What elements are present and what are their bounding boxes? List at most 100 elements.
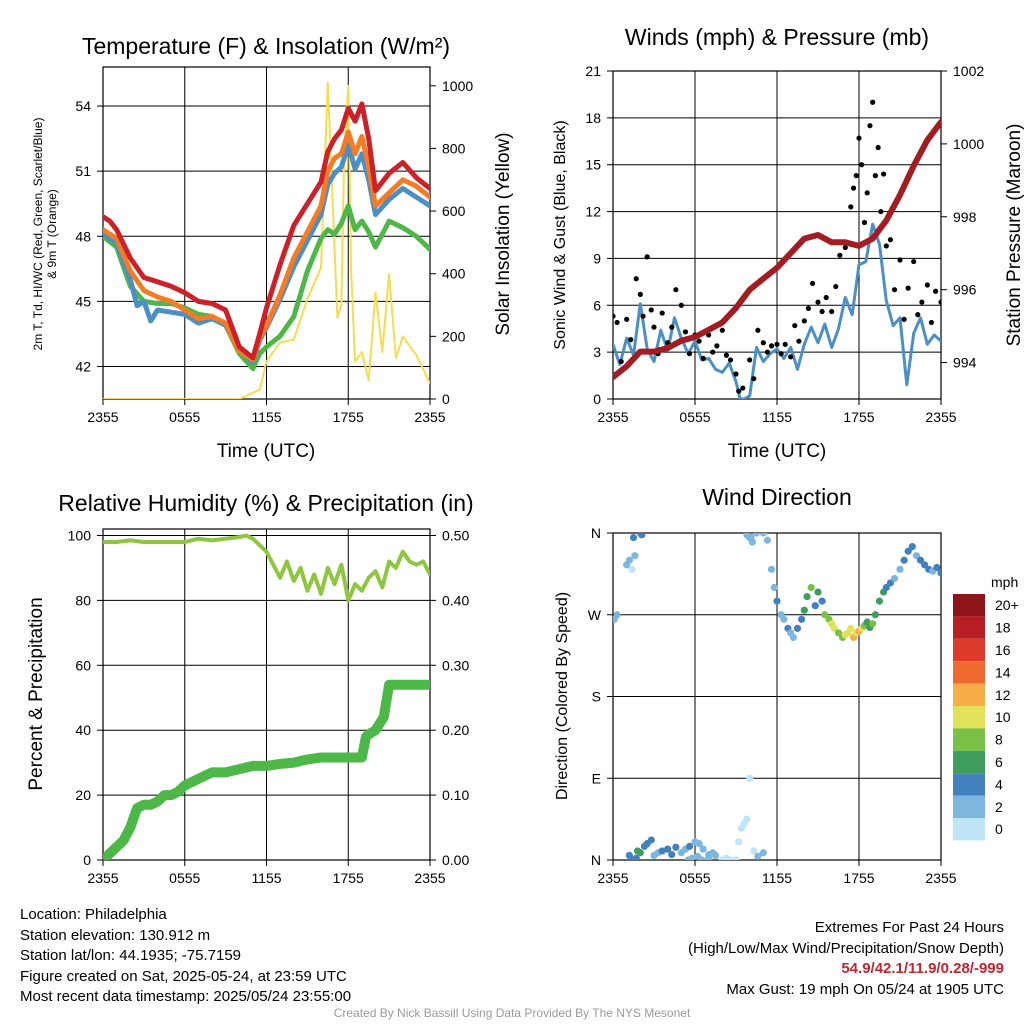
elevation-text: Station elevation: 130.912 m <box>20 926 211 944</box>
gust-point <box>915 312 921 318</box>
colorbar-swatch <box>953 661 985 684</box>
x-tick-label: 0555 <box>169 409 200 425</box>
colorbar-swatch <box>953 818 985 841</box>
gust-point <box>618 358 624 365</box>
gust-point <box>848 204 854 210</box>
colorbar-swatch <box>953 750 985 774</box>
y-tick-label: W <box>588 607 602 623</box>
direction-point <box>625 556 634 564</box>
direction-point <box>699 845 707 853</box>
gust-point <box>714 343 720 349</box>
gust-point <box>897 257 903 263</box>
series-relative-humidity <box>103 533 430 603</box>
direction-point <box>773 597 781 605</box>
gust-point <box>673 287 679 293</box>
y-tick-label: 42 <box>75 358 91 374</box>
colorbar-swatch <box>953 638 985 662</box>
location-text: Location: Philadelphia <box>20 906 167 923</box>
direction-point <box>900 556 908 564</box>
gust-point <box>686 351 693 357</box>
plot-frame <box>102 528 431 861</box>
gust-point <box>875 144 881 151</box>
direction-point <box>685 842 694 850</box>
gust-point <box>727 357 734 363</box>
direction-point <box>770 583 778 592</box>
colorbar-swatch <box>953 683 985 706</box>
gust-point <box>809 280 816 287</box>
winds-chart: 2355 0555 1155 1755 2355 0 3 6 9 12 15 18 21 994 996 99… <box>585 63 984 425</box>
direction-point <box>735 838 743 846</box>
gust-point <box>878 208 884 215</box>
series-precipitation <box>103 679 430 860</box>
direction-point <box>636 849 644 857</box>
y2-tick-label: 0.10 <box>442 787 469 803</box>
direction-title: Wind Direction <box>702 484 852 510</box>
gust-point <box>829 308 835 315</box>
y2-tick-label: 0.30 <box>442 657 469 673</box>
created-text: Figure created on Sat, 2025-05-24, at 23… <box>20 967 347 985</box>
y-tick-label: 9 <box>593 250 601 266</box>
series-2m-t <box>103 101 430 361</box>
y2-tick-label: 0.50 <box>442 527 469 543</box>
gust-point <box>932 288 939 294</box>
gust-point <box>864 190 870 196</box>
winds-title: Winds (mph) & Pressure (mb) <box>625 24 929 50</box>
y2-tick-label: 400 <box>442 266 466 282</box>
y2-tick-label: 0.00 <box>442 852 469 868</box>
series-solar-insolation <box>103 81 430 399</box>
direction-point <box>793 624 802 632</box>
gust-point <box>870 99 876 105</box>
gust-point <box>853 173 859 179</box>
y2-tick-label: 0.40 <box>442 592 469 608</box>
direction-left-axis-label: Direction (Colored By Speed) <box>554 592 571 800</box>
y-tick-label: S <box>592 689 601 705</box>
colorbar-swatch <box>953 773 985 796</box>
direction-point <box>754 852 762 860</box>
gust-point <box>801 318 807 324</box>
x-tick-label: 2355 <box>925 870 956 886</box>
y2-tick-label: 1000 <box>953 136 984 152</box>
gust-point <box>700 355 706 361</box>
latlon-text: Station lat/lon: 44.1935; -75.7159 <box>20 947 242 964</box>
direction-point <box>908 543 916 551</box>
direction-point <box>890 574 899 583</box>
x-tick-label: 2355 <box>925 409 956 425</box>
y2-tick-label: 1000 <box>442 78 473 94</box>
gust-point <box>733 371 739 377</box>
direction-point <box>869 620 877 628</box>
gust-point <box>861 219 868 226</box>
x-tick-label: 2355 <box>414 870 445 886</box>
x-tick-label: 2355 <box>414 409 445 425</box>
colorbar-label: 10 <box>995 709 1011 725</box>
gust-point <box>823 294 829 301</box>
colorbar-swatch <box>953 594 985 617</box>
gust-point <box>788 354 794 360</box>
direction-point <box>814 588 822 596</box>
y-tick-label: 21 <box>585 63 601 79</box>
extremes-subheading: (High/Low/Max Wind/Precipitation/Snow De… <box>688 939 1004 957</box>
humidity-left-axis-label: Percent & Precipitation <box>26 597 47 790</box>
gust-point <box>833 283 839 290</box>
gust-point <box>614 319 620 326</box>
colorbar-swatch <box>953 795 985 818</box>
direction-point <box>664 845 672 853</box>
temperature-right-axis-label: Solar Insolation (Yellow) <box>493 132 514 335</box>
gust-point <box>837 252 843 258</box>
y-tick-label: 18 <box>585 110 601 126</box>
colorbar-label: 20+ <box>995 597 1019 613</box>
humidity-title: Relative Humidity (%) & Precipitation (i… <box>58 490 473 516</box>
gust-point <box>796 338 802 344</box>
y-tick-label: 60 <box>75 657 91 673</box>
direction-point <box>629 533 638 542</box>
x-tick-label: 2355 <box>597 870 628 886</box>
gust-point <box>640 313 646 319</box>
gust-point <box>905 285 911 291</box>
y-tick-label: 15 <box>585 157 601 173</box>
gust-point <box>768 343 775 349</box>
colorbar-swatch <box>953 616 985 639</box>
colorbar-label: 12 <box>995 687 1011 703</box>
x-tick-label: 1755 <box>333 409 364 425</box>
direction-point <box>750 847 758 855</box>
direction-point <box>863 618 871 626</box>
